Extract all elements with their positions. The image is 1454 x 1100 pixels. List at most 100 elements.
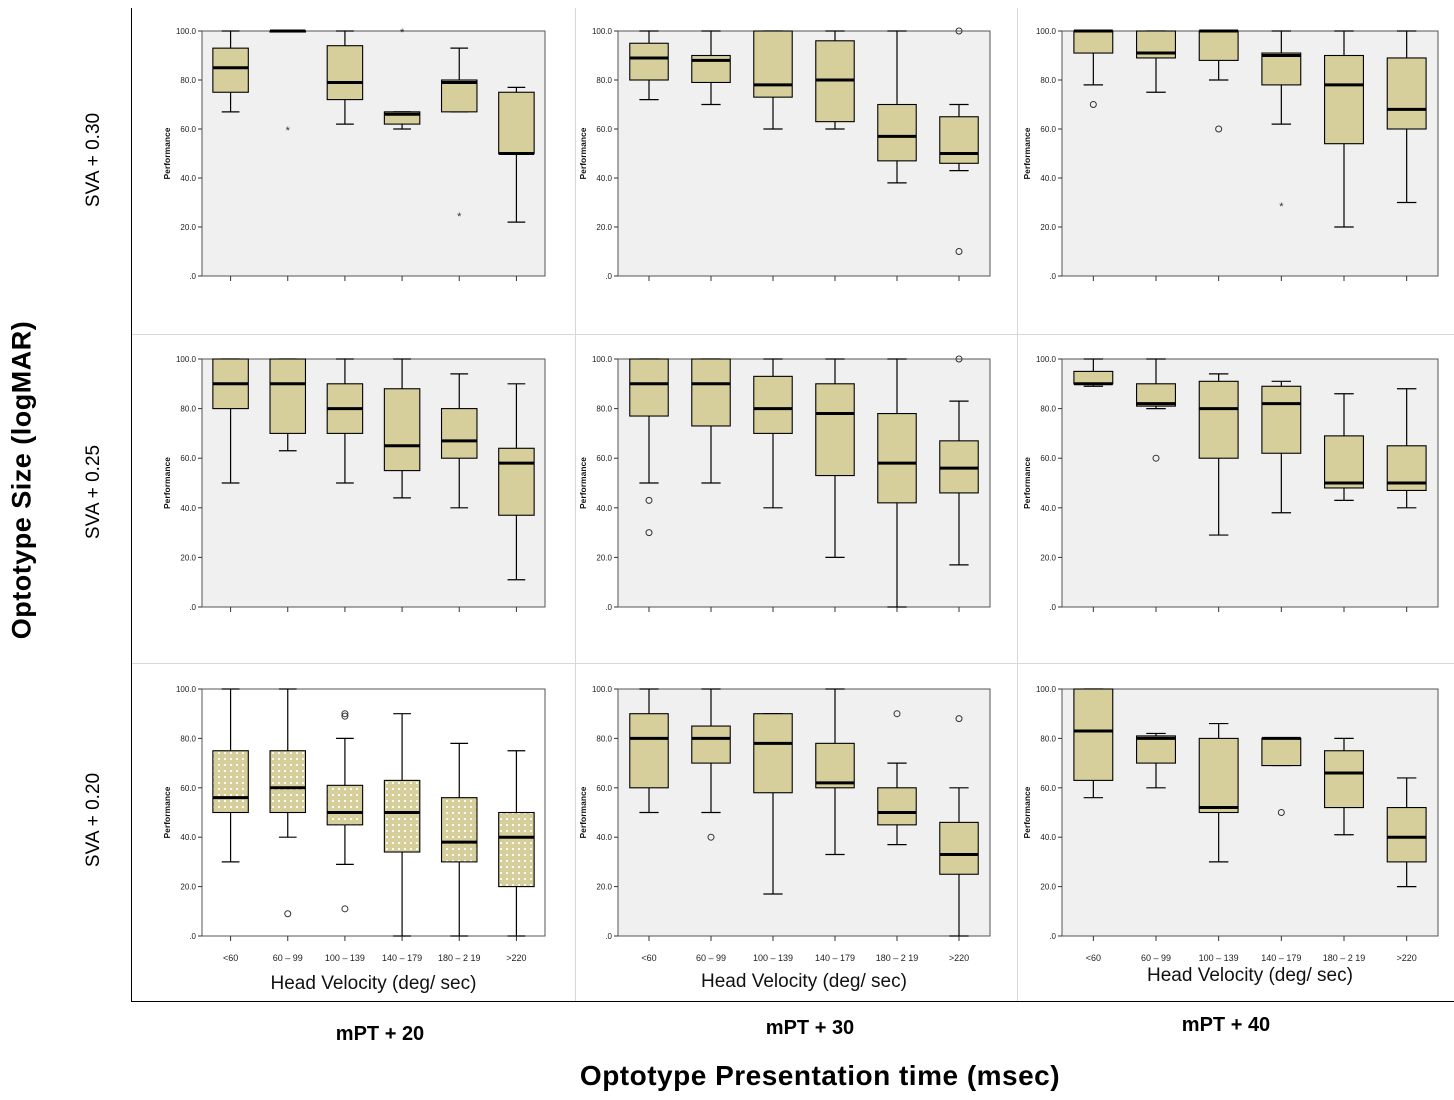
column-label: mPT + 20 [335,1023,425,1045]
iqr-box [212,750,249,814]
panel-x-axis-label: Head Velocity (deg/ sec) [701,971,907,992]
iqr-box [1198,380,1239,459]
iqr-box [1136,735,1176,764]
y-tick-label: .0 [605,603,612,612]
box [1136,358,1176,462]
plot-area [617,358,991,608]
iqr-box [877,103,917,162]
panel-y-axis-label: Performance [1022,457,1032,509]
plot-area [1061,358,1439,608]
panel-divider [1017,8,1018,1001]
x-tick-label: 180 – 2 19 [876,953,919,963]
x-tick-label: 60 – 99 [1141,953,1171,963]
iqr-box [498,447,535,516]
box [629,358,669,537]
iqr-box [383,388,421,472]
iqr-box [326,784,364,826]
panel-divider [132,663,1454,664]
iqr-box [440,79,478,113]
y-tick-label: 80.0 [596,405,612,414]
iqr-box [440,797,478,863]
box: * [440,47,478,223]
iqr-box [1198,30,1239,61]
box [1324,737,1364,836]
outlier-point [1089,101,1097,108]
box [498,750,535,937]
plot-area [1061,30,1439,277]
outlier-point [284,910,292,918]
box [1073,358,1114,387]
y-tick-label: 80.0 [596,734,612,743]
panel-y-axis-label: Performance [578,786,588,838]
iqr-box [753,30,793,98]
plot-area [617,688,991,937]
y-tick-label: 40.0 [180,833,196,842]
box [1386,30,1427,204]
iqr-box [1261,385,1302,454]
iqr-box [629,713,669,789]
figure-frame-left [131,8,132,1002]
y-tick-label: 20.0 [596,223,612,232]
plot-area [201,30,546,277]
iqr-box [1136,383,1176,407]
panel-divider [132,334,1454,335]
outlier-point [1277,809,1285,816]
y-tick-label: .0 [1049,932,1056,941]
box [1324,393,1364,501]
box [815,30,855,130]
panel-y-axis-label: Performance [1022,786,1032,838]
x-tick-label: 100 – 139 [325,953,365,963]
iqr-box [939,116,979,164]
box [691,358,731,484]
iqr-box [877,413,917,504]
box [498,86,535,223]
y-tick-label: 20.0 [180,553,196,562]
x-tick-label: <60 [1086,953,1101,963]
y-tick-label: 40.0 [180,504,196,513]
box [1073,29,1114,108]
box [326,30,364,125]
y-tick-label: 40.0 [596,504,612,513]
y-tick-label: 80.0 [1040,405,1056,414]
box [815,688,855,856]
plot-area [1061,688,1439,937]
box [939,355,979,566]
y-tick-label: 40.0 [1040,174,1056,183]
x-tick-label: 100 – 139 [1199,953,1239,963]
panel-y-axis-label: Performance [162,457,172,509]
iqr-box [326,45,364,101]
outlier-point [707,833,715,841]
box [815,358,855,559]
x-tick-label: 180 – 2 19 [438,953,481,963]
box [212,358,249,484]
iqr-box [753,713,793,794]
panel-divider [575,8,576,1001]
iqr-box [1386,57,1427,130]
iqr-box [629,42,669,81]
y-tick-label: .0 [1049,272,1056,281]
y-tick-label: 80.0 [180,405,196,414]
y-tick-label: 100.0 [176,685,197,694]
box [753,358,793,509]
box [1386,777,1427,888]
iqr-box [269,358,307,434]
outlier-point [1215,125,1223,133]
x-tick-label: 140 – 179 [815,953,855,963]
outlier-point [341,905,349,913]
extreme-point: * [400,27,405,39]
panel-y-axis-label: Performance [578,127,588,179]
box [939,715,979,937]
y-tick-label: 60.0 [596,784,612,793]
boxplot-panel: .0 20.0 40.0 60.0 80.0 100.0 Performance * [1022,27,1439,281]
box [1198,722,1239,863]
panel-y-axis-label: Performance [162,127,172,179]
y-tick-label: 40.0 [180,174,196,183]
box [629,688,669,814]
iqr-box [1073,688,1114,781]
box [269,358,307,452]
y-tick-label: 20.0 [180,223,196,232]
y-tick-label: .0 [605,932,612,941]
outlier-point [341,710,349,718]
